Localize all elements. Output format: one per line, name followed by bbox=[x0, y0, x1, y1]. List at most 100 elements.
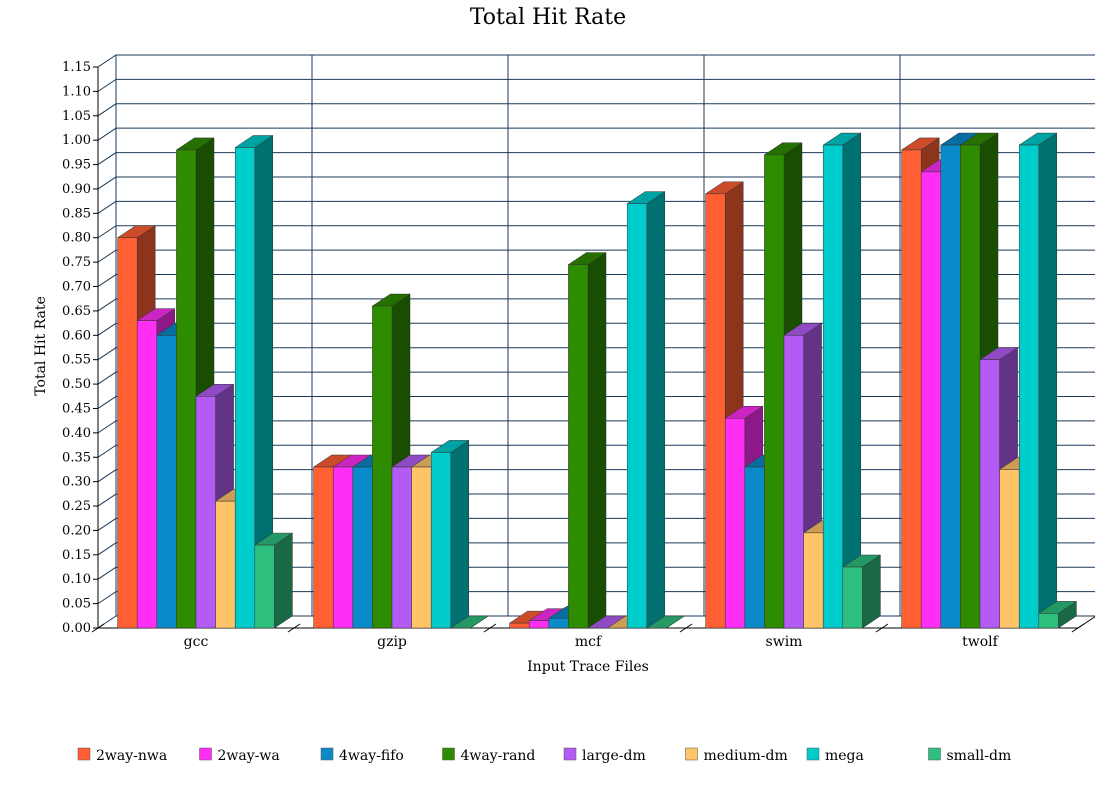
bars bbox=[116, 132, 1078, 629]
bar-mega-gzip bbox=[430, 439, 470, 629]
legend-swatch bbox=[77, 747, 91, 761]
gridline-diagonal bbox=[97, 274, 117, 287]
bar-mega-mcf bbox=[626, 191, 666, 629]
gridline-diagonal bbox=[97, 103, 117, 117]
y-axis-label: Total Hit Rate bbox=[33, 296, 49, 395]
y-tick-label: 1.10 bbox=[62, 84, 91, 99]
legend-label: 2way-nwa bbox=[96, 748, 167, 764]
bar-small-dm-mcf bbox=[645, 615, 686, 629]
bar-4way-rand-mcf bbox=[567, 252, 607, 629]
legend-label: 4way-fifo bbox=[339, 748, 404, 764]
legend-label: 4way-rand bbox=[461, 748, 536, 764]
legend-swatch bbox=[928, 747, 941, 761]
gridline-diagonal bbox=[97, 518, 117, 531]
y-tick-label: 0.85 bbox=[62, 206, 91, 221]
gridline-diagonal bbox=[97, 200, 117, 214]
y-tick-label: 0.00 bbox=[62, 621, 91, 636]
legend-swatch bbox=[442, 747, 455, 761]
legend-item-mega: mega bbox=[806, 747, 864, 764]
y-tick-label: 0.80 bbox=[62, 231, 91, 246]
category-label-twolf: twolf bbox=[962, 634, 1000, 650]
x-axis-categories: gcc gzip mcf swim twolf bbox=[184, 634, 1000, 650]
x-tick bbox=[91, 623, 105, 633]
gridline-diagonal bbox=[97, 347, 117, 361]
gridline-diagonal bbox=[97, 542, 117, 556]
legend-item-4way-rand: 4way-rand bbox=[442, 747, 536, 764]
chart-title: Total Hit Rate bbox=[470, 5, 626, 30]
gridline-diagonal bbox=[97, 469, 117, 483]
legend-item-2way-nwa: 2way-nwa bbox=[77, 747, 167, 764]
y-tick-label: 0.40 bbox=[62, 426, 91, 441]
bar-small-dm-gzip bbox=[449, 615, 490, 629]
y-tick-label: 0.30 bbox=[62, 475, 91, 490]
gridline-diagonal bbox=[97, 396, 117, 409]
gridline-diagonal bbox=[97, 420, 117, 434]
y-tick-label: 0.50 bbox=[62, 377, 91, 392]
y-tick-label: 0.05 bbox=[62, 597, 91, 612]
gridline-diagonal bbox=[97, 249, 117, 263]
legend-swatch bbox=[685, 747, 698, 761]
legend-label: mega bbox=[825, 748, 864, 764]
gridline-diagonal bbox=[97, 176, 117, 190]
gridline-diagonal bbox=[97, 225, 117, 239]
gridline-diagonal bbox=[97, 78, 117, 92]
gridline-diagonal bbox=[97, 493, 117, 507]
gridline-diagonal bbox=[97, 566, 117, 580]
legend-item-large-dm: large-dm bbox=[563, 747, 646, 764]
bar-small-dm-swim bbox=[841, 554, 882, 629]
y-tick-label: 1.15 bbox=[62, 60, 91, 75]
gridline-diagonal bbox=[97, 371, 117, 385]
y-axis-ticks: 0.00 0.05 0.10 0.15 0.20 0.25 0.30 0.35 0.40 0.45… bbox=[62, 60, 1095, 636]
bar-mega-twolf bbox=[1018, 132, 1058, 629]
legend-item-medium-dm: medium-dm bbox=[685, 747, 788, 764]
y-tick-label: 0.60 bbox=[62, 328, 91, 343]
y-tick-label: 0.25 bbox=[62, 499, 91, 514]
legend-label: large-dm bbox=[582, 748, 646, 764]
y-tick-label: 1.05 bbox=[62, 109, 91, 124]
bar-mega-swim bbox=[822, 132, 862, 629]
legend-label: 2way-wa bbox=[218, 748, 280, 764]
bar-small-dm-gcc bbox=[253, 532, 294, 629]
gridline-diagonal bbox=[97, 444, 117, 458]
x-tick bbox=[1071, 623, 1085, 633]
y-tick-label: 0.55 bbox=[62, 353, 91, 368]
legend-item-2way-wa: 2way-wa bbox=[199, 747, 280, 764]
gridline-diagonal bbox=[97, 298, 117, 312]
legend-label: medium-dm bbox=[704, 748, 788, 764]
gridline-diagonal bbox=[97, 54, 117, 68]
bar-mega-gcc bbox=[234, 135, 274, 629]
category-label-gzip: gzip bbox=[377, 634, 407, 650]
y-tick-label: 0.20 bbox=[62, 523, 91, 538]
y-tick-label: 0.90 bbox=[62, 182, 91, 197]
legend: 2way-nwa 2way-wa 4way-fifo 4way-rand large-d… bbox=[77, 747, 1012, 764]
gridline-diagonal bbox=[97, 152, 117, 165]
x-tick bbox=[875, 623, 889, 633]
y-tick-label: 0.70 bbox=[62, 280, 91, 295]
y-tick-label: 1.00 bbox=[62, 133, 91, 148]
legend-swatch bbox=[806, 747, 820, 761]
x-tick bbox=[483, 623, 497, 633]
y-tick-label: 0.95 bbox=[62, 158, 91, 173]
y-tick-label: 0.10 bbox=[62, 572, 91, 587]
gridline-diagonal bbox=[97, 591, 117, 605]
gridline-diagonal bbox=[97, 127, 117, 141]
legend-swatch bbox=[199, 747, 212, 761]
legend-label: small-dm bbox=[947, 748, 1012, 764]
legend-swatch bbox=[563, 747, 577, 761]
x-axis-label: Input Trace Files bbox=[527, 659, 649, 675]
category-label-gcc: gcc bbox=[184, 634, 209, 650]
x-tick bbox=[287, 623, 301, 633]
y-tick-label: 0.45 bbox=[62, 401, 91, 416]
gridline-diagonal bbox=[97, 322, 117, 336]
x-tick bbox=[679, 623, 693, 633]
category-label-mcf: mcf bbox=[575, 634, 603, 650]
bar-small-dm-twolf bbox=[1037, 600, 1078, 629]
y-tick-label: 0.65 bbox=[62, 304, 91, 319]
legend-item-4way-fifo: 4way-fifo bbox=[320, 747, 404, 764]
legend-swatch bbox=[320, 747, 334, 761]
y-tick-label: 0.15 bbox=[62, 548, 91, 563]
y-tick-label: 0.35 bbox=[62, 450, 91, 465]
legend-item-small-dm: small-dm bbox=[928, 747, 1012, 764]
y-tick-label: 0.75 bbox=[62, 255, 91, 270]
